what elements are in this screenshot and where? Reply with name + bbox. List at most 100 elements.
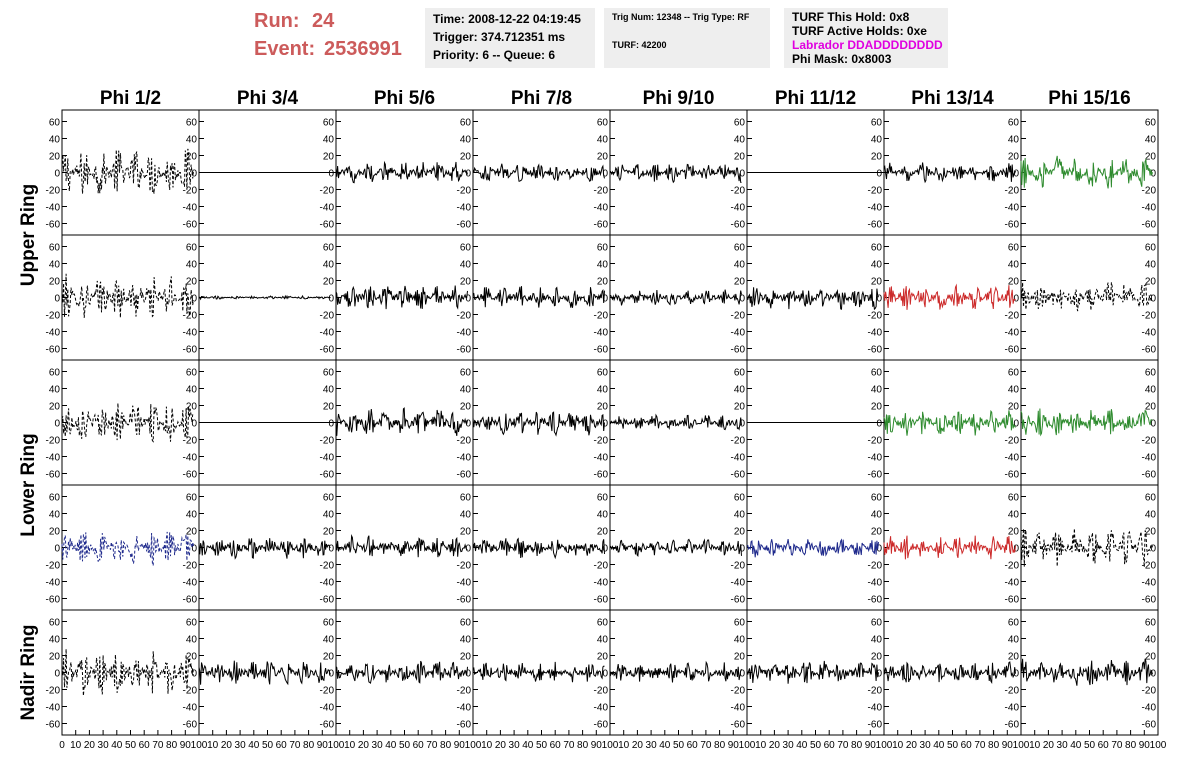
- y-tick-label: -40: [457, 703, 472, 714]
- y-tick-label: -60: [594, 720, 609, 731]
- waveform-trace: [335, 285, 468, 310]
- y-tick-label: -40: [46, 203, 61, 214]
- x-tick-label: 50: [262, 740, 274, 751]
- y-tick-label: -20: [1142, 686, 1157, 697]
- y-tick-label: 20: [1008, 277, 1020, 288]
- y-tick-label: 20: [871, 277, 883, 288]
- x-tick-label: 10: [481, 740, 493, 751]
- y-tick-label: 0: [1150, 169, 1156, 180]
- y-tick-label: 20: [871, 527, 883, 538]
- x-tick-label: 40: [933, 740, 945, 751]
- x-tick-label: 40: [796, 740, 808, 751]
- y-tick-label: 20: [186, 152, 198, 163]
- y-tick-label: 60: [186, 243, 198, 254]
- y-tick-label: 60: [871, 118, 883, 129]
- y-tick-label: -40: [868, 578, 883, 589]
- x-tick-label: 60: [139, 740, 151, 751]
- y-tick-label: 20: [1008, 152, 1020, 163]
- y-tick-label: 20: [1008, 527, 1020, 538]
- x-tick-label: 50: [399, 740, 411, 751]
- y-tick-label: 40: [49, 510, 61, 521]
- y-tick-label: -20: [320, 186, 335, 197]
- y-tick-label: 40: [734, 385, 746, 396]
- x-tick-label: 40: [659, 740, 671, 751]
- y-tick-label: -20: [868, 436, 883, 447]
- y-tick-label: -40: [1005, 703, 1020, 714]
- y-tick-label: -40: [320, 578, 335, 589]
- x-tick-label: 50: [125, 740, 137, 751]
- y-tick-label: -20: [183, 186, 198, 197]
- x-tick-label: 50: [536, 740, 548, 751]
- waveform-trace: [198, 660, 331, 686]
- waveform-trace: [609, 163, 742, 184]
- waveform-trace: [472, 661, 605, 683]
- x-tick-label: 20: [1043, 740, 1055, 751]
- waveform-trace: [746, 660, 879, 684]
- column-header: Phi 9/10: [643, 88, 715, 109]
- y-tick-label: 40: [460, 260, 472, 271]
- y-tick-label: 20: [734, 652, 746, 663]
- y-tick-label: -60: [457, 220, 472, 231]
- y-tick-label: -60: [183, 220, 198, 231]
- y-tick-label: 60: [323, 368, 335, 379]
- y-tick-label: -20: [320, 436, 335, 447]
- y-tick-label: 20: [323, 652, 335, 663]
- y-tick-label: -40: [457, 203, 472, 214]
- x-tick-label: 20: [358, 740, 370, 751]
- y-tick-label: -60: [457, 470, 472, 481]
- y-tick-label: 40: [734, 260, 746, 271]
- y-tick-label: -40: [46, 453, 61, 464]
- y-tick-label: -60: [46, 470, 61, 481]
- y-tick-label: 40: [734, 635, 746, 646]
- y-tick-label: 40: [186, 260, 198, 271]
- waveform-trace: [61, 273, 194, 318]
- y-tick-label: 40: [734, 135, 746, 146]
- turf-hold-text: TURF This Hold: 0x8: [792, 10, 910, 24]
- waveform-trace: [609, 660, 742, 683]
- y-tick-label: 60: [1008, 118, 1020, 129]
- y-tick-label: 0: [1150, 294, 1156, 305]
- y-tick-label: 0: [876, 544, 882, 555]
- x-tick-label: 10: [70, 740, 82, 751]
- y-tick-label: 40: [1008, 385, 1020, 396]
- x-tick-label: 30: [646, 740, 658, 751]
- y-tick-label: 0: [1013, 669, 1019, 680]
- y-tick-label: -40: [1142, 328, 1157, 339]
- y-tick-label: 60: [871, 243, 883, 254]
- column-header: Phi 11/12: [775, 88, 856, 109]
- x-tick-label: 30: [1057, 740, 1069, 751]
- y-tick-label: 20: [597, 152, 609, 163]
- y-tick-label: 20: [323, 402, 335, 413]
- x-tick-label: 70: [1111, 740, 1123, 751]
- waveform-trace: [472, 163, 605, 183]
- y-tick-label: -40: [457, 328, 472, 339]
- y-tick-label: 0: [602, 169, 608, 180]
- y-tick-label: 40: [1145, 510, 1157, 521]
- x-tick-label: 30: [783, 740, 795, 751]
- y-tick-label: -20: [183, 561, 198, 572]
- y-tick-label: 60: [871, 493, 883, 504]
- y-tick-label: -40: [457, 578, 472, 589]
- y-tick-label: -40: [457, 453, 472, 464]
- x-tick-label: 30: [509, 740, 521, 751]
- x-tick-label: 10: [207, 740, 219, 751]
- waveform-trace: [335, 407, 468, 436]
- y-tick-label: 20: [186, 527, 198, 538]
- y-tick-label: -40: [1005, 578, 1020, 589]
- y-tick-label: 20: [49, 277, 61, 288]
- y-tick-label: 60: [323, 493, 335, 504]
- y-tick-label: -20: [868, 186, 883, 197]
- y-tick-label: -60: [594, 345, 609, 356]
- trigger-time-text: Trigger: 374.712351 ms: [433, 30, 566, 44]
- y-tick-label: 0: [191, 294, 197, 305]
- y-tick-label: 60: [734, 493, 746, 504]
- y-tick-label: -60: [594, 470, 609, 481]
- y-tick-label: -60: [1005, 595, 1020, 606]
- x-tick-label: 40: [385, 740, 397, 751]
- y-tick-label: -60: [868, 345, 883, 356]
- y-tick-label: 40: [323, 385, 335, 396]
- x-tick-label: 70: [289, 740, 301, 751]
- x-tick-label: 50: [947, 740, 959, 751]
- x-tick-label: 40: [111, 740, 123, 751]
